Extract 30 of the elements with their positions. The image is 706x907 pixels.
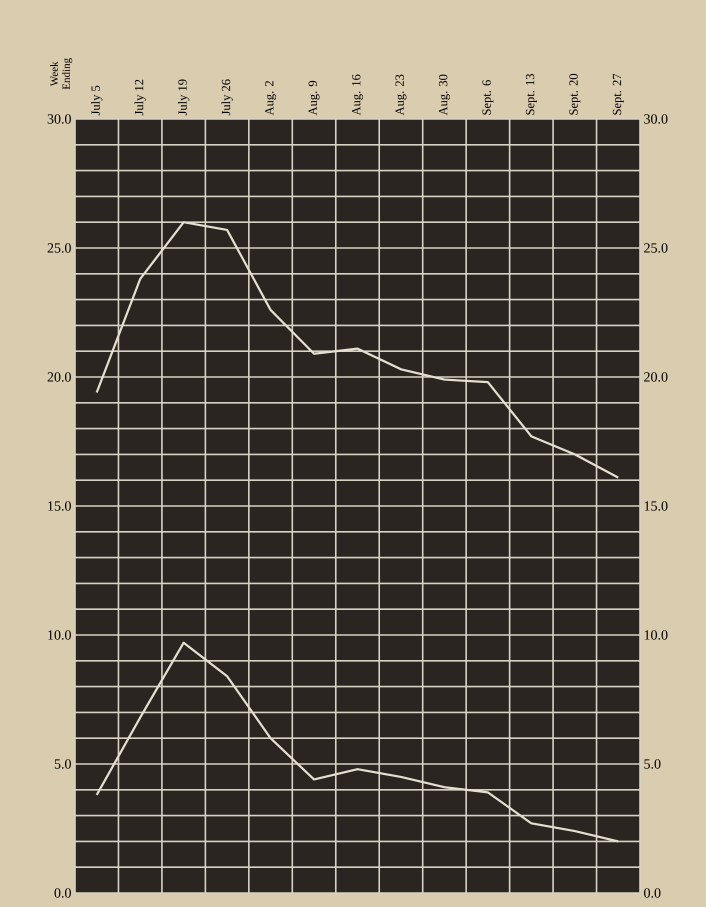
y2-tick-label: 5.0 xyxy=(644,759,660,769)
y-tick-label: 10.0 xyxy=(48,630,71,640)
text: Week Ending xyxy=(50,58,72,90)
line-series xyxy=(96,642,620,842)
x-tick-label: Sept. 27 xyxy=(612,74,624,115)
y2-tick-label: 0.0 xyxy=(644,888,660,898)
y2-tick-label: 25.0 xyxy=(644,243,668,253)
x-tick-label: July 12 xyxy=(134,80,146,116)
x-tick-label: Sept. 13 xyxy=(526,74,537,115)
x-tick-label: Sept. 6 xyxy=(482,80,494,115)
x-tick-label: July 5 xyxy=(91,86,102,116)
line-series xyxy=(96,221,620,479)
x-tick-label: July 19 xyxy=(178,80,190,116)
y-tick-label: 25.0 xyxy=(48,243,71,253)
x-tick-label: Sept. 20 xyxy=(569,74,580,115)
x-tick-label: Aug. 2 xyxy=(265,81,276,116)
x-tick-label: Aug. 30 xyxy=(438,74,450,116)
y2-tick-label: 30.0 xyxy=(644,114,668,124)
x-tick-label: July 26 xyxy=(221,79,233,116)
y-tick-label: 0.0 xyxy=(54,888,71,898)
y-tick-label: 30.0 xyxy=(48,114,71,124)
y-tick-label: 20.0 xyxy=(48,372,71,382)
y-tick-label: 15.0 xyxy=(48,501,71,511)
y-tick-label: 5.0 xyxy=(54,759,71,769)
x-tick-label: Aug. 23 xyxy=(395,74,406,116)
y2-tick-label: 10.0 xyxy=(644,630,668,640)
y2-tick-label: 15.0 xyxy=(644,501,668,511)
x-tick-label: Aug. 16 xyxy=(352,74,363,116)
x-tick-label: Aug. 9 xyxy=(308,80,320,116)
y2-tick-label: 20.0 xyxy=(644,372,668,382)
